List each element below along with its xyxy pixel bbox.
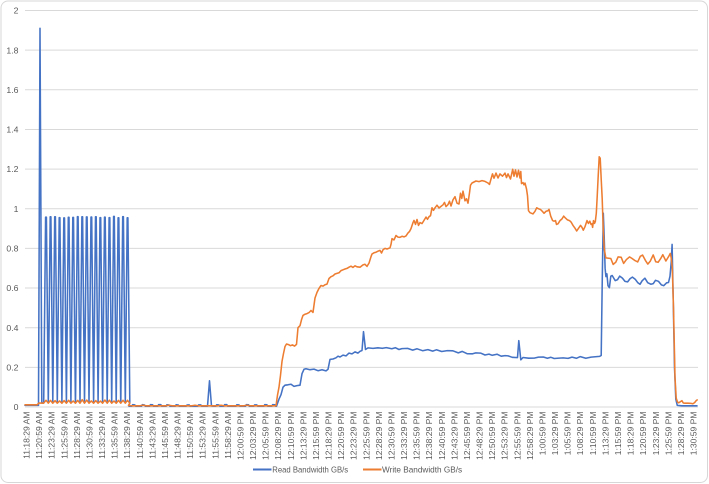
svg-text:11:50:59 AM: 11:50:59 AM <box>185 412 195 459</box>
svg-text:0.2: 0.2 <box>6 362 18 372</box>
svg-text:1:25:59 PM: 1:25:59 PM <box>663 412 673 456</box>
svg-text:1:30:59 PM: 1:30:59 PM <box>689 412 699 456</box>
svg-text:11:43:29 AM: 11:43:29 AM <box>147 412 157 459</box>
svg-text:1:28:29 PM: 1:28:29 PM <box>676 412 686 456</box>
svg-text:1:03:29 PM: 1:03:29 PM <box>550 412 560 456</box>
svg-text:11:20:59 AM: 11:20:59 AM <box>34 412 44 459</box>
svg-text:12:03:29 PM: 12:03:29 PM <box>248 412 258 460</box>
svg-text:1.8: 1.8 <box>6 45 18 55</box>
svg-text:12:33:29 PM: 12:33:29 PM <box>399 412 409 460</box>
svg-text:12:43:29 PM: 12:43:29 PM <box>449 412 459 460</box>
svg-text:12:53:29 PM: 12:53:29 PM <box>500 412 510 460</box>
svg-text:11:55:59 AM: 11:55:59 AM <box>210 412 220 459</box>
svg-text:12:38:29 PM: 12:38:29 PM <box>424 412 434 460</box>
svg-text:12:08:29 PM: 12:08:29 PM <box>273 412 283 460</box>
svg-text:12:50:59 PM: 12:50:59 PM <box>487 412 497 460</box>
svg-text:12:10:59 PM: 12:10:59 PM <box>286 412 296 460</box>
svg-text:12:15:59 PM: 12:15:59 PM <box>311 412 321 460</box>
svg-text:1.2: 1.2 <box>6 164 18 174</box>
svg-text:1:23:29 PM: 1:23:29 PM <box>651 412 661 456</box>
svg-text:12:58:29 PM: 12:58:29 PM <box>525 412 535 460</box>
svg-text:12:05:59 PM: 12:05:59 PM <box>261 412 271 460</box>
svg-text:11:40:59 AM: 11:40:59 AM <box>135 412 145 459</box>
svg-text:12:48:29 PM: 12:48:29 PM <box>475 412 485 460</box>
svg-text:Read Bandwidth GB/s: Read Bandwidth GB/s <box>272 465 348 475</box>
svg-text:1:13:29 PM: 1:13:29 PM <box>600 412 610 456</box>
svg-text:1:15:59 PM: 1:15:59 PM <box>613 412 623 456</box>
svg-text:0.6: 0.6 <box>6 283 18 293</box>
svg-text:1.6: 1.6 <box>6 85 18 95</box>
svg-text:Write Bandwidth GB/s: Write Bandwidth GB/s <box>382 465 462 475</box>
svg-text:12:55:59 PM: 12:55:59 PM <box>512 412 522 460</box>
svg-text:1:08:29 PM: 1:08:29 PM <box>575 412 585 456</box>
svg-text:11:38:29 AM: 11:38:29 AM <box>122 412 132 459</box>
svg-text:11:30:59 AM: 11:30:59 AM <box>84 412 94 459</box>
svg-text:2: 2 <box>14 6 19 16</box>
svg-text:12:28:29 PM: 12:28:29 PM <box>374 412 384 460</box>
svg-text:1:05:59 PM: 1:05:59 PM <box>563 412 573 456</box>
svg-text:12:23:29 PM: 12:23:29 PM <box>349 412 359 460</box>
svg-text:11:28:29 AM: 11:28:29 AM <box>72 412 82 459</box>
svg-text:11:23:29 AM: 11:23:29 AM <box>47 412 57 459</box>
svg-text:11:33:29 AM: 11:33:29 AM <box>97 412 107 459</box>
svg-text:11:48:29 AM: 11:48:29 AM <box>173 412 183 459</box>
svg-text:11:25:59 AM: 11:25:59 AM <box>59 412 69 459</box>
svg-text:12:18:29 PM: 12:18:29 PM <box>324 412 334 460</box>
svg-text:11:45:59 AM: 11:45:59 AM <box>160 412 170 459</box>
svg-text:0.4: 0.4 <box>6 323 18 333</box>
svg-text:0: 0 <box>14 402 19 412</box>
svg-text:12:45:59 PM: 12:45:59 PM <box>462 412 472 460</box>
svg-text:12:40:59 PM: 12:40:59 PM <box>437 412 447 460</box>
svg-text:1.4: 1.4 <box>6 125 18 135</box>
svg-text:12:25:59 PM: 12:25:59 PM <box>361 412 371 460</box>
svg-text:1: 1 <box>14 204 19 214</box>
svg-text:12:20:59 PM: 12:20:59 PM <box>336 412 346 460</box>
svg-text:12:13:29 PM: 12:13:29 PM <box>298 412 308 460</box>
svg-text:1:20:59 PM: 1:20:59 PM <box>638 412 648 456</box>
svg-text:1:18:29 PM: 1:18:29 PM <box>626 412 636 456</box>
svg-text:0.8: 0.8 <box>6 244 18 254</box>
svg-text:1:10:59 PM: 1:10:59 PM <box>588 412 598 456</box>
svg-text:12:30:59 PM: 12:30:59 PM <box>386 412 396 460</box>
svg-text:11:53:29 AM: 11:53:29 AM <box>198 412 208 459</box>
svg-text:11:18:29 AM: 11:18:29 AM <box>22 412 32 459</box>
svg-text:11:35:59 AM: 11:35:59 AM <box>110 412 120 459</box>
svg-text:11:58:29 AM: 11:58:29 AM <box>223 412 233 459</box>
svg-text:12:00:59 PM: 12:00:59 PM <box>235 412 245 460</box>
svg-text:12:35:59 PM: 12:35:59 PM <box>412 412 422 460</box>
svg-text:1:00:59 PM: 1:00:59 PM <box>537 412 547 456</box>
